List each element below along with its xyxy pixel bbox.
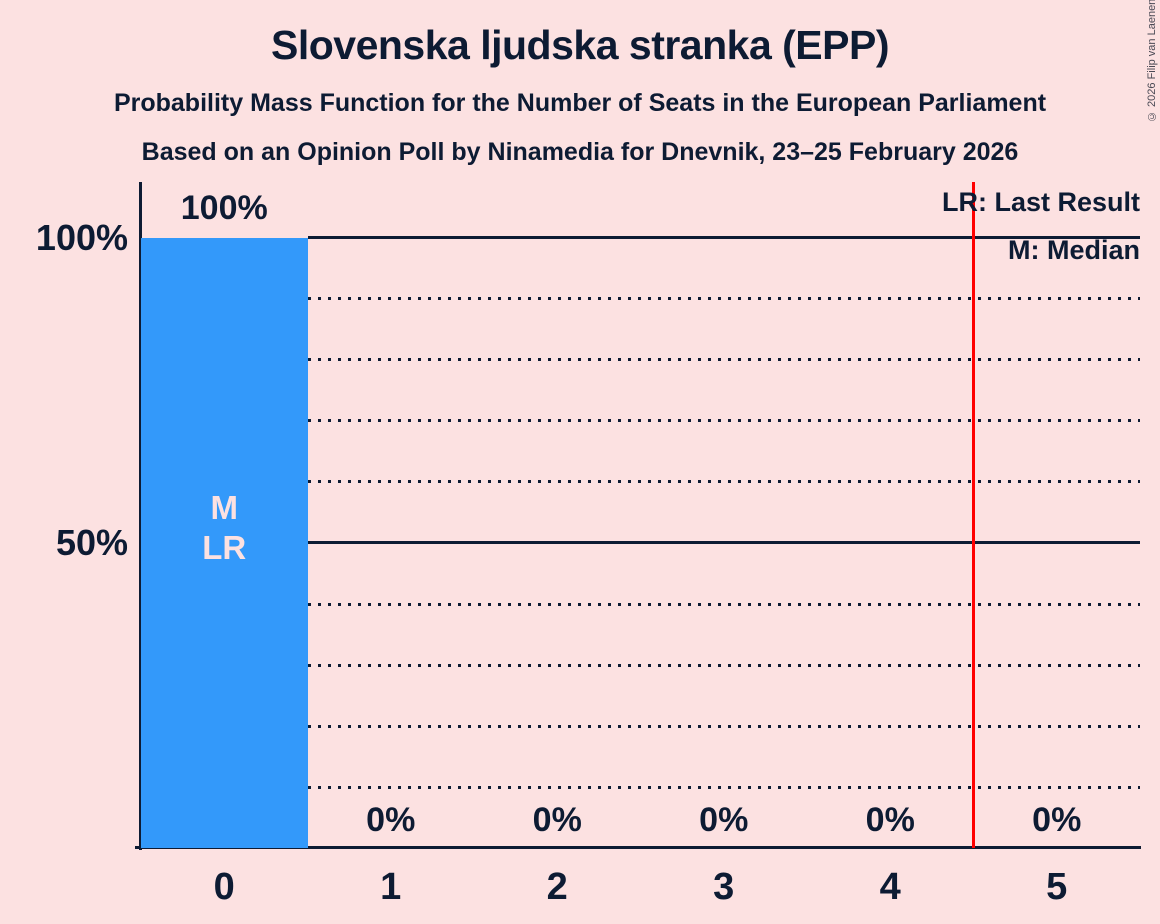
median-last-result-annotation: M LR xyxy=(202,489,247,566)
gridline-30pct xyxy=(307,663,1140,667)
value-label-seat-4: 0% xyxy=(865,801,915,839)
gridline-40pct xyxy=(307,602,1140,606)
gridline-20pct xyxy=(307,724,1140,728)
legend-last-result: LR: Last Result xyxy=(941,187,1140,217)
chart-subtitle: Probability Mass Function for the Number… xyxy=(113,89,1047,117)
y-axis-label-50: 50% xyxy=(55,521,128,563)
y-axis-label-100: 100% xyxy=(35,216,128,258)
x-tick-label-2: 2 xyxy=(546,866,568,908)
page-title: Slovenska ljudska stranka (EPP) xyxy=(271,22,890,68)
value-label-seat-2: 0% xyxy=(532,801,582,839)
value-label-seat-1: 0% xyxy=(366,801,416,839)
gridline-100pct xyxy=(307,236,1140,239)
x-tick-label-5: 5 xyxy=(1046,866,1068,908)
bar-seat-0 xyxy=(141,237,308,848)
value-label-seat-3: 0% xyxy=(699,801,749,839)
gridline-80pct xyxy=(307,358,1140,362)
x-tick-label-3: 3 xyxy=(713,866,735,908)
gridline-60pct xyxy=(307,480,1140,484)
x-axis-line xyxy=(135,846,1141,849)
gridline-90pct xyxy=(307,297,1140,301)
gridline-50pct xyxy=(307,541,1140,545)
x-tick-label-4: 4 xyxy=(879,866,901,908)
last-result-line xyxy=(972,182,975,848)
x-tick-label-0: 0 xyxy=(213,866,235,908)
gridline-10pct xyxy=(307,785,1140,789)
chart-source-line: Based on an Opinion Poll by Ninamedia fo… xyxy=(141,138,1019,166)
gridline-70pct xyxy=(307,419,1140,423)
copyright-notice: © 2026 Filip van Laenen xyxy=(1146,0,1158,122)
value-label-seat-0: 100% xyxy=(180,188,268,227)
y-axis-line xyxy=(139,182,142,850)
value-label-seat-5: 0% xyxy=(1032,801,1082,839)
x-tick-label-1: 1 xyxy=(380,866,402,908)
legend-median: M: Median xyxy=(1008,235,1140,265)
